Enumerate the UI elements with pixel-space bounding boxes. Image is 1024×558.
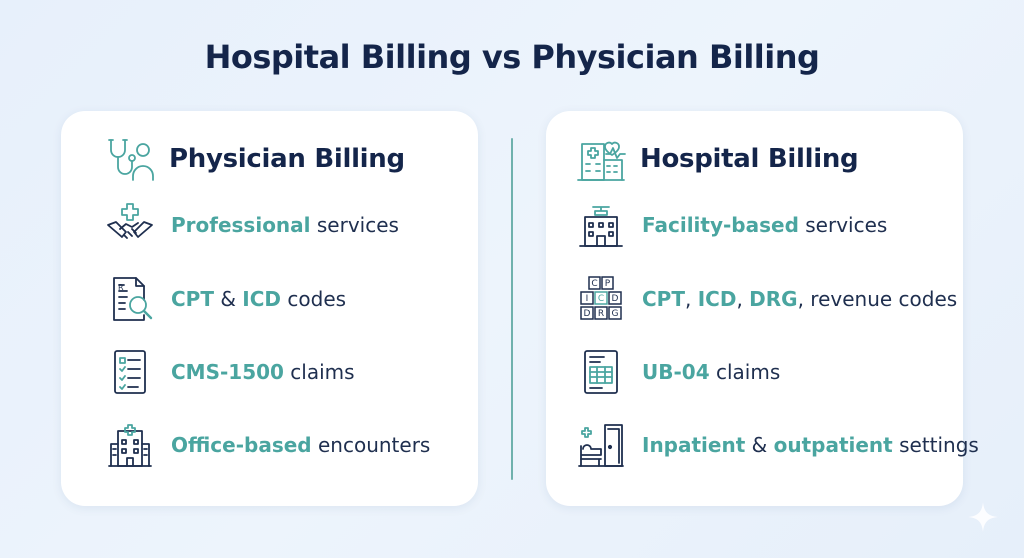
code-letter: C [591,279,597,289]
svg-text:R: R [118,283,124,292]
center-divider [511,138,513,480]
hospital-bed-door-icon [576,420,626,470]
item-text: CPT, ICD, DRG, revenue codes [642,287,958,311]
item-text: CMS-1500 claims [171,360,355,384]
code-letter: D [584,309,591,319]
code-letter: P [605,279,611,289]
item-text: Professional services [171,213,399,237]
list-item: Office-based encounters [105,420,430,470]
card-title: Physician Billing [169,144,405,174]
item-text: CPT & ICD codes [171,287,347,311]
item-text: Facility-based services [642,213,888,237]
item-text: UB-04 claims [642,360,781,384]
list-item: UB-04 claims [576,347,780,397]
document-search-icon: R [105,274,155,324]
hospital-helipad-icon [576,200,626,250]
item-text: Inpatient & outpatient settings [642,433,979,457]
page-title: Hospital Billing vs Physician Billing [204,38,820,76]
sparkle-icon [968,502,998,532]
code-letter: G [612,309,619,319]
list-item: Facility-based services [576,200,887,250]
list-item: Inpatient & outpatient settings [576,420,979,470]
checklist-form-icon [105,347,155,397]
list-item: CMS-1500 claims [105,347,355,397]
code-letter: R [598,309,604,319]
card-title: Hospital Billing [640,144,859,174]
ub04-form-icon [576,347,626,397]
doctor-stethoscope-icon [105,134,155,184]
code-blocks-icon: C P I C D D R G [576,274,626,324]
list-item: C P I C D D R G CPT, ICD, DRG, revenue c… [576,274,957,324]
list-item: R CPT & ICD codes [105,274,346,324]
card-header: Physician Billing [105,137,405,181]
hospital-billing-card: Hospital Billing Facility-based services… [546,111,979,506]
item-text: Office-based encounters [171,433,431,457]
code-letter: D [612,294,619,304]
hospital-heartbeat-icon [576,134,626,184]
code-letter: C [598,294,604,304]
clinic-building-icon [105,420,155,470]
code-letter: I [586,294,589,304]
handshake-icon [105,200,155,250]
physician-billing-card: Physician Billing Professional services … [61,111,478,506]
list-item: Professional services [105,200,399,250]
card-header: Hospital Billing [576,134,859,184]
